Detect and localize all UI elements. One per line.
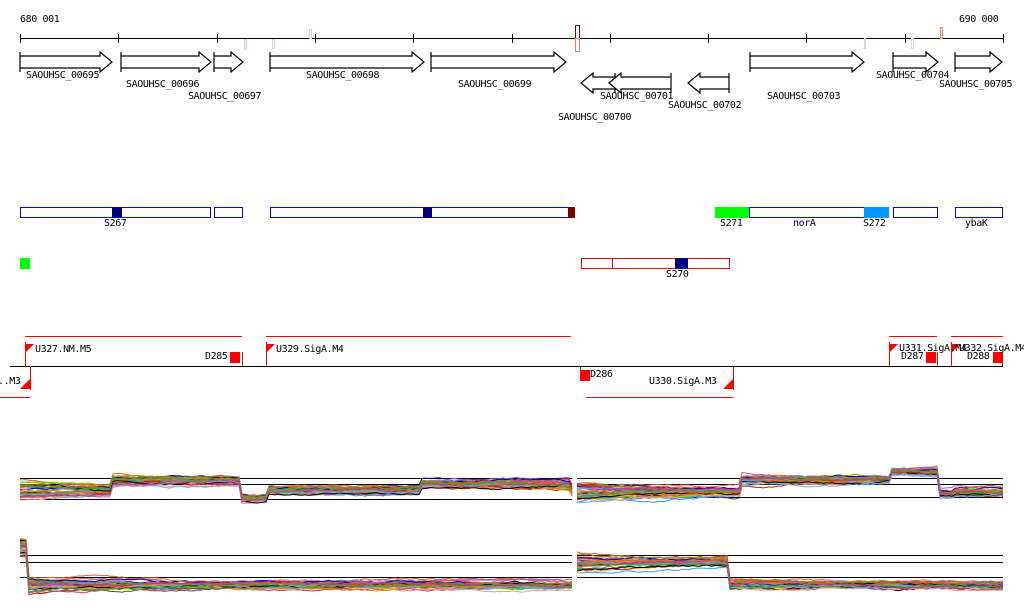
expression-trace <box>20 472 573 498</box>
transcript-start-flag <box>723 379 733 389</box>
gene-label[interactable]: SAOUHSC_00704 <box>876 70 950 81</box>
transcript-start-flag <box>266 344 275 353</box>
feature-box <box>270 207 569 218</box>
feature-label-s267[interactable]: S267 <box>104 218 127 229</box>
feature-block-s272 <box>864 207 889 218</box>
gene-label[interactable]: SAOUHSC_00701 <box>600 91 674 102</box>
feature-label-ybak[interactable]: ybaK <box>965 218 988 229</box>
feature-box <box>893 207 938 218</box>
expression-trace <box>576 473 1004 502</box>
feature-block-s271 <box>715 207 750 218</box>
ruler-marker <box>244 39 247 50</box>
feature-track <box>20 207 1003 269</box>
gene-arrow <box>430 50 567 74</box>
gene-arrow <box>749 50 865 74</box>
expression-trace <box>576 558 1004 592</box>
gene-arrow <box>892 50 939 74</box>
ruler-marker <box>272 39 275 49</box>
gene-arrow <box>269 50 425 74</box>
feature-block-dark-blue <box>423 207 432 218</box>
feature-label-s270[interactable]: S270 <box>666 269 689 280</box>
transcript-track <box>0 336 1003 398</box>
gene-arrow <box>954 50 1003 74</box>
ruler-marker <box>575 38 580 52</box>
ruler-marker <box>575 25 580 39</box>
gene-arrow <box>608 71 672 95</box>
transcript-start-flag <box>20 379 30 389</box>
transcript-label-u330[interactable]: U330.SigA.M3 <box>649 376 717 387</box>
transcript-start-flag <box>25 344 34 353</box>
expression-trace <box>19 545 573 589</box>
expression-trace <box>576 563 1004 589</box>
ruler-marker <box>911 38 914 49</box>
gene-arrow <box>19 50 113 74</box>
gene-label[interactable]: SAOUHSC_00700 <box>558 112 632 123</box>
expression-trace <box>576 562 1004 589</box>
transcript-label-d285[interactable]: D285 <box>205 351 228 362</box>
transcript-label-u327[interactable]: U327.NM.M5 <box>35 344 92 355</box>
feature-label-s271[interactable]: S271 <box>720 218 743 229</box>
expression-trace <box>576 559 1004 591</box>
ruler-marker <box>864 38 866 49</box>
gene-label[interactable]: SAOUHSC_00705 <box>939 79 1013 90</box>
expression-trace <box>19 542 573 588</box>
feature-block-green <box>20 258 30 269</box>
ruler-end-label: 690 000 <box>959 14 999 25</box>
gene-label[interactable]: SAOUHSC_00702 <box>668 100 742 111</box>
ruler <box>20 25 1004 52</box>
terminator-block <box>580 370 590 381</box>
feature-block-dark-blue <box>112 207 122 218</box>
expression-plot-bottom <box>19 538 1004 596</box>
feature-box-nora <box>749 207 865 218</box>
terminator-block <box>230 352 240 363</box>
transcript-label-m3-partial[interactable]: ..M3 <box>0 376 21 387</box>
expression-trace <box>19 480 573 504</box>
gene-label[interactable]: SAOUHSC_00699 <box>458 79 532 90</box>
ruler-marker <box>940 27 943 39</box>
gene-arrow <box>687 71 730 95</box>
gene-arrow <box>120 50 212 74</box>
feature-box <box>214 207 243 218</box>
expression-plot-top <box>19 465 1004 505</box>
expression-trace <box>576 471 1004 496</box>
transcript-label-u331[interactable]: U331.SigA.M4 <box>899 343 967 354</box>
expression-trace <box>576 470 1004 500</box>
gene-label[interactable]: SAOUHSC_00695 <box>26 70 100 81</box>
feature-label-s272[interactable]: S272 <box>863 218 886 229</box>
transcript-start-flag <box>951 344 960 353</box>
transcript-label-d286[interactable]: D286 <box>590 369 613 380</box>
gene-arrow <box>213 50 244 74</box>
gene-label[interactable]: SAOUHSC_00703 <box>767 91 841 102</box>
transcript-label-d288[interactable]: D288 <box>967 351 990 362</box>
feature-box-s270 <box>581 258 730 269</box>
feature-block-s270 <box>675 258 688 269</box>
expression-trace <box>19 551 573 593</box>
gene-label[interactable]: SAOUHSC_00696 <box>126 79 200 90</box>
transcript-label-u332[interactable]: U332.SigA.M4 <box>959 343 1024 354</box>
transcript-label-u329[interactable]: U329.SigA.M4 <box>276 344 344 355</box>
expression-trace <box>576 558 1004 586</box>
gene-label[interactable]: SAOUHSC_00697 <box>188 91 262 102</box>
expression-trace <box>19 477 573 499</box>
gene-arrow <box>580 71 616 95</box>
terminator-block <box>993 352 1003 363</box>
ruler-marker <box>309 29 312 39</box>
transcript-start-flag <box>889 344 898 353</box>
gene-track <box>19 50 1003 95</box>
expression-trace <box>576 553 1003 586</box>
expression-trace <box>576 467 1004 495</box>
feature-label-nora[interactable]: norA <box>793 218 816 229</box>
transcript-label-d287[interactable]: D287 <box>901 351 924 362</box>
gene-label[interactable]: SAOUHSC_00698 <box>306 70 380 81</box>
feature-block-dark-red <box>568 207 575 218</box>
expression-trace <box>19 479 573 501</box>
ruler-start-label: 680 001 <box>20 14 60 25</box>
feature-box-ybak <box>955 207 1003 218</box>
terminator-block <box>926 352 936 363</box>
